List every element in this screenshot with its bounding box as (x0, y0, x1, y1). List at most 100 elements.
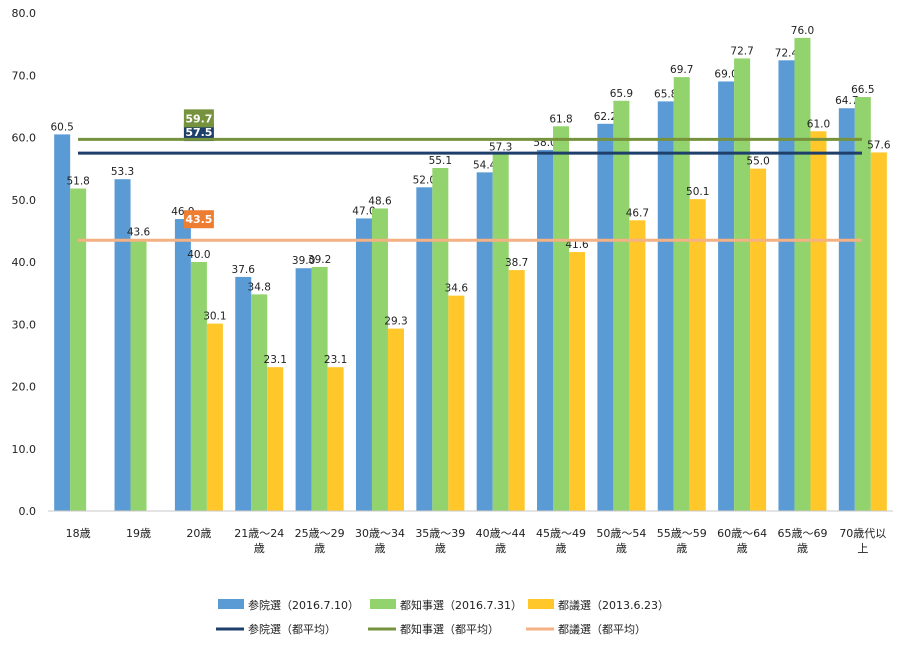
data-label: 55.0 (746, 156, 769, 168)
data-label: 76.0 (791, 25, 814, 37)
reference-value-box (183, 109, 214, 128)
bar (432, 168, 449, 511)
category-label: 60歳～64 (717, 527, 767, 540)
bar (416, 187, 433, 512)
data-label: 34.8 (248, 281, 271, 293)
data-label: 57.6 (867, 139, 891, 151)
bar (190, 262, 207, 511)
legend-label: 都知事選（都平均） (400, 622, 499, 636)
bar (537, 149, 554, 511)
data-label: 69.0 (714, 68, 737, 80)
legend-swatch (370, 599, 396, 609)
reference-value-box (183, 210, 214, 229)
data-label: 46.7 (626, 207, 649, 219)
legend-label: 都議選（2013.6.23） (558, 598, 669, 612)
data-label: 23.1 (324, 354, 347, 366)
y-axis: 0.0 10.0 20.0 30.0 40.0 50.0 60.0 70.0 80.0 (12, 7, 37, 518)
category-label: 35歳～39 (415, 527, 465, 540)
y-tick-label: 0.0 (19, 505, 37, 518)
bar (114, 179, 131, 511)
legend-swatch (218, 599, 244, 609)
bar (597, 123, 614, 512)
legend: 参院選（2016.7.10） 都知事選（2016.7.31） 都議選（2013.6.… (216, 598, 669, 636)
category-label: 歳 (254, 542, 265, 555)
data-label: 48.6 (368, 195, 392, 207)
bar (508, 270, 525, 511)
bar (355, 218, 372, 512)
y-tick-label: 50.0 (12, 194, 37, 207)
data-label: 61.8 (549, 113, 572, 125)
bar (613, 100, 630, 512)
data-label: 60.5 (50, 121, 73, 133)
y-tick-label: 40.0 (12, 256, 37, 269)
data-label: 65.9 (610, 88, 633, 100)
data-label: 57.3 (489, 141, 512, 153)
data-label: 43.6 (127, 227, 151, 239)
reference-value-label: 43.5 (185, 213, 212, 226)
data-label: 30.1 (203, 311, 226, 323)
data-label: 54.4 (473, 159, 497, 171)
data-label: 64.7 (835, 95, 858, 107)
data-label: 72.4 (775, 47, 799, 59)
bar (750, 168, 767, 511)
data-label: 29.3 (384, 316, 407, 328)
data-label: 69.7 (670, 64, 693, 76)
data-label: 55.1 (429, 155, 452, 167)
bar (206, 323, 223, 511)
category-label: 21歳～24 (234, 527, 284, 540)
category-label: 45歳～49 (536, 527, 586, 540)
reference-value-label: 57.5 (185, 126, 212, 139)
bar (553, 126, 570, 512)
reference-lines: 57.559.7 43.5 (78, 109, 862, 242)
category-label: 19歳 (126, 527, 151, 540)
bars: 60.553.346.937.639.047.052.054.458.062.2… (50, 25, 891, 512)
y-tick-label: 60.0 (12, 132, 37, 145)
category-label: 30歳～34 (355, 527, 405, 540)
bar (54, 134, 71, 511)
bar (371, 208, 388, 511)
bar (673, 77, 690, 512)
category-label: 65歳～69 (777, 527, 827, 540)
category-label: 20歳 (186, 527, 211, 540)
data-label: 65.8 (654, 88, 677, 100)
category-label: 歳 (737, 542, 748, 555)
bar (870, 152, 887, 511)
legend-label: 都知事選（2016.7.31） (400, 598, 522, 612)
data-label: 38.7 (505, 257, 528, 269)
bar (794, 37, 811, 512)
bar (476, 172, 493, 512)
bar (810, 131, 827, 511)
data-label: 41.6 (565, 239, 589, 251)
data-label: 39.2 (308, 254, 331, 266)
category-label: 歳 (435, 542, 446, 555)
bar (629, 220, 646, 512)
reference-value-label: 59.7 (185, 112, 212, 125)
category-label: 歳 (314, 542, 325, 555)
category-label: 55歳～59 (657, 527, 707, 540)
bar (657, 101, 674, 512)
data-label: 53.3 (111, 166, 134, 178)
bar (235, 276, 252, 511)
category-label: 歳 (374, 542, 385, 555)
category-label: 25歳～29 (295, 527, 345, 540)
bar (718, 81, 735, 511)
data-label: 61.0 (807, 118, 830, 130)
category-label: 18歳 (66, 527, 91, 540)
data-label: 52.0 (413, 174, 436, 186)
category-label: 50歳～54 (596, 527, 646, 540)
bar (267, 367, 284, 511)
category-label: 40歳～44 (476, 527, 526, 540)
data-label: 62.2 (594, 111, 617, 123)
data-label: 50.1 (686, 186, 709, 198)
category-label: 歳 (495, 542, 506, 555)
legend-swatch (528, 599, 554, 609)
category-label: 上 (857, 542, 868, 555)
reference-value-box (183, 123, 214, 142)
bar (174, 219, 191, 512)
data-label: 23.1 (264, 354, 287, 366)
bar (130, 239, 147, 511)
bar (387, 328, 404, 511)
bar (689, 199, 706, 511)
bar (838, 108, 855, 512)
